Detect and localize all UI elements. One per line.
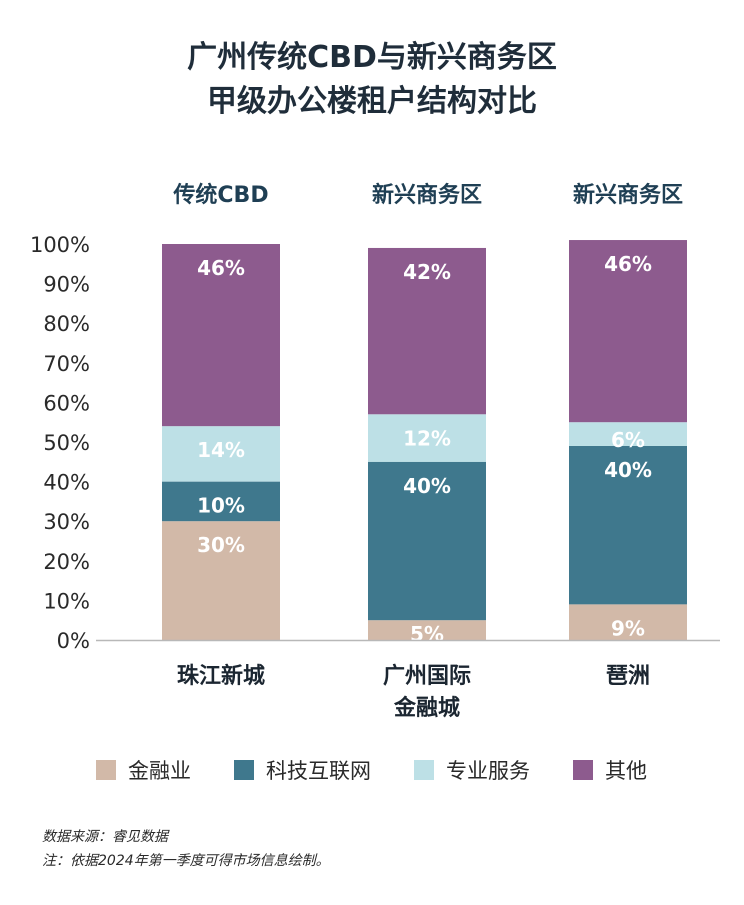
chart-title-line-1: 广州传统CBD与新兴商务区 [187, 40, 557, 75]
bar-segment-tech [569, 445, 687, 605]
chart-legend: 金融业 科技互联网 专业服务 其他 [0, 755, 744, 785]
chart-title-line-2: 甲级办公楼租户结构对比 [207, 84, 537, 119]
y-tick-label: 40% [43, 471, 90, 495]
y-tick-label: 70% [43, 352, 90, 376]
legend-swatch-finance [96, 760, 116, 780]
category-label: 广州国际 [383, 663, 471, 689]
bar-value-label: 14% [197, 438, 245, 462]
legend-item-tech: 科技互联网 [234, 755, 371, 785]
bar-value-label: 40% [604, 458, 652, 482]
bar-value-label: 30% [197, 533, 245, 557]
y-tick-label: 20% [43, 550, 90, 574]
legend-label-professional: 专业服务 [446, 759, 530, 783]
bar-value-label: 12% [403, 426, 451, 450]
bar-value-label: 46% [197, 256, 245, 280]
bar-segment-other [569, 240, 687, 423]
y-tick-label: 100% [30, 233, 90, 257]
bar-value-label: 40% [403, 474, 451, 498]
legend-label-finance: 金融业 [128, 759, 191, 783]
bar-value-label: 10% [197, 494, 245, 518]
legend-item-other: 其他 [573, 755, 647, 785]
stacked-bar-chart: 0% 10% 20% 30% 40% 50% 60% 70% 80% 90% 100% 30% 10% 1… [30, 182, 720, 721]
bar-value-label: 5% [410, 622, 444, 646]
bar-segment-tech [368, 461, 486, 621]
legend-swatch-tech [234, 760, 254, 780]
group-header: 传统CBD [172, 182, 268, 208]
legend-item-finance: 金融业 [96, 755, 191, 785]
group-header: 新兴商务区 [573, 182, 683, 208]
bar-segment-other [368, 247, 486, 415]
bar-value-label: 46% [604, 252, 652, 276]
y-tick-label: 30% [43, 510, 90, 534]
bar-value-label: 9% [611, 616, 645, 640]
group-header: 新兴商务区 [372, 182, 482, 208]
y-tick-label: 90% [43, 273, 90, 297]
legend-label-tech: 科技互联网 [266, 759, 371, 783]
legend-swatch-other [573, 760, 593, 780]
bar-segment-finance [162, 521, 280, 640]
y-tick-label: 0% [57, 629, 90, 653]
bar-segment-professional [368, 414, 486, 462]
legend-swatch-professional [414, 760, 434, 780]
bar-segment-professional [162, 426, 280, 482]
footnote-source: 数据来源：睿见数据 [42, 829, 168, 845]
y-tick-label: 10% [43, 589, 90, 613]
bar-segment-finance [569, 604, 687, 640]
y-tick-label: 80% [43, 312, 90, 336]
category-label: 金融城 [393, 695, 460, 721]
bar-segment-other [162, 244, 280, 427]
category-label: 珠江新城 [177, 663, 265, 689]
footnote-note: 注：依据2024年第一季度可得市场信息绘制。 [42, 853, 330, 869]
y-tick-label: 60% [43, 391, 90, 415]
y-tick-label: 50% [43, 431, 90, 455]
bar-segment-professional [569, 422, 687, 446]
legend-label-other: 其他 [605, 759, 647, 783]
bar-segment-tech [162, 481, 280, 522]
bar-segment-finance [368, 620, 486, 640]
bar-value-label: 42% [403, 260, 451, 284]
legend-item-professional: 专业服务 [414, 755, 530, 785]
category-label: 琶洲 [606, 664, 650, 689]
bar-value-label: 6% [611, 428, 645, 452]
